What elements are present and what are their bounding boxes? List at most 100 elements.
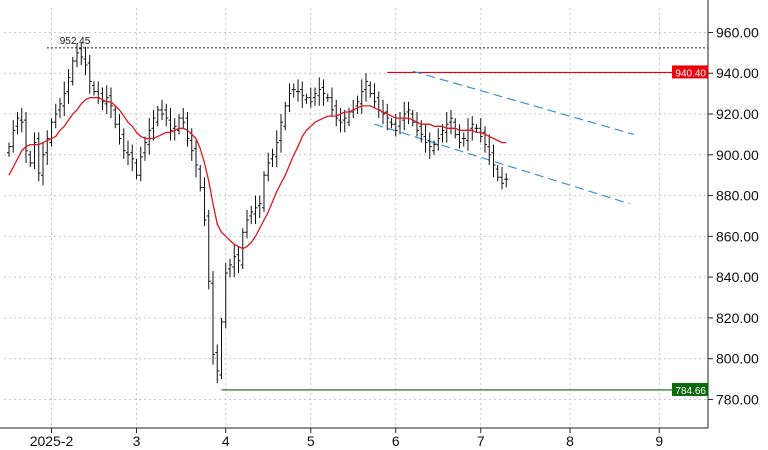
ohlc-bar xyxy=(287,83,292,112)
ohlc-bar xyxy=(32,132,37,170)
y-tick-label: 840.00 xyxy=(716,269,759,285)
ohlc-bar xyxy=(155,105,160,127)
ohlc-bar xyxy=(410,109,415,127)
ohlc-bar xyxy=(423,124,428,153)
y-tick-label: 900.00 xyxy=(716,147,759,163)
ohlc-bar xyxy=(330,87,334,117)
ohlc-bar xyxy=(104,85,109,115)
price-tag-label: 784.66 xyxy=(675,386,706,397)
ohlc-bar xyxy=(457,124,462,149)
ohlc-bar xyxy=(461,132,466,147)
ohlc-bar xyxy=(75,42,79,68)
ohlc-bar xyxy=(389,118,394,129)
ohlc-bar xyxy=(342,109,347,133)
ohlc-bar xyxy=(266,152,271,182)
ohlc-bar xyxy=(126,140,130,165)
ohlc-bar xyxy=(466,118,470,151)
x-tick-label: 8 xyxy=(566,433,574,449)
ohlc-bar xyxy=(130,144,135,172)
ohlc-bar xyxy=(96,81,101,104)
price-tag: 784.66 xyxy=(672,382,708,397)
ohlc-bar xyxy=(219,317,224,380)
ohlc-bar xyxy=(296,79,300,102)
ohlc-bar xyxy=(92,81,96,96)
y-tick-label: 780.00 xyxy=(716,391,759,407)
ohlc-bar xyxy=(253,195,258,225)
ohlc-bar xyxy=(249,205,254,225)
price-bars xyxy=(7,42,509,384)
ohlc-bar xyxy=(215,344,220,384)
channel-line xyxy=(374,123,630,205)
ohlc-bar xyxy=(427,132,432,159)
y-axis-ticks: 780.00 800.00 820.00 840.00 860.00 880.00 900.… xyxy=(708,24,759,407)
ohlc-bar xyxy=(24,111,28,163)
axes xyxy=(0,0,709,429)
ohlc-bar xyxy=(338,107,343,133)
ohlc-bar xyxy=(53,103,58,129)
ohlc-bar xyxy=(11,120,16,153)
ohlc-bar xyxy=(432,140,436,155)
ohlc-bar xyxy=(70,56,75,86)
ohlc-bar xyxy=(147,118,152,155)
ohlc-bar xyxy=(232,244,237,278)
ohlc-bar xyxy=(177,114,181,135)
x-tick-label: 5 xyxy=(307,433,315,449)
ohlc-bar xyxy=(257,195,262,218)
ohlc-bar xyxy=(36,132,41,182)
ohlc-bar xyxy=(334,99,339,127)
ohlc-bar xyxy=(385,103,390,131)
x-tick-label: 9 xyxy=(655,433,663,449)
ohlc-bar xyxy=(406,101,411,125)
x-tick-label: 4 xyxy=(222,433,230,449)
ohlc-bar xyxy=(495,164,500,182)
ohlc-bar xyxy=(181,107,186,129)
ohlc-bar xyxy=(202,177,207,227)
ohlc-bar xyxy=(58,97,62,119)
price-tag-box xyxy=(672,382,708,396)
ohlc-bar xyxy=(49,118,54,147)
ohlc-bar xyxy=(274,130,279,168)
grid-layer xyxy=(4,8,708,428)
ohlc-bar xyxy=(62,81,67,117)
ohlc-bar xyxy=(313,87,317,106)
ohlc-bar xyxy=(500,167,504,190)
ohlc-bar xyxy=(325,93,330,102)
ohlc-bar xyxy=(300,81,305,108)
ohlc-bar xyxy=(364,73,368,102)
ohlc-bar xyxy=(415,111,419,137)
ohlc-bar xyxy=(504,173,509,188)
level-lines xyxy=(47,47,708,391)
ohlc-bar xyxy=(198,164,203,192)
y-tick-label: 880.00 xyxy=(716,188,759,204)
ohlc-bar xyxy=(449,109,453,135)
ohlc-bar xyxy=(368,81,373,98)
price-tag: 940.40 xyxy=(672,65,708,79)
ohlc-bar xyxy=(168,107,173,141)
ohlc-bar xyxy=(245,209,249,239)
ohlc-bar xyxy=(444,111,449,143)
ohlc-bar xyxy=(109,87,113,119)
channel-line xyxy=(412,70,634,135)
ohlc-bar xyxy=(262,171,266,212)
ohlc-bar xyxy=(172,118,177,141)
y-tick-label: 820.00 xyxy=(716,310,759,326)
ohlc-bar xyxy=(206,209,211,290)
ohlc-bar xyxy=(41,142,45,186)
ohlc-bar xyxy=(194,140,198,178)
x-tick-label: 6 xyxy=(392,433,400,449)
ohlc-bar xyxy=(291,83,296,98)
ohlc-bar xyxy=(223,262,228,329)
ohlc-bar xyxy=(113,105,118,129)
x-axis-ticks: 2025-2 3 4 5 6 7 8 9 xyxy=(30,428,663,449)
x-tick-label: 3 xyxy=(133,433,141,449)
ohlc-bar xyxy=(79,42,84,66)
ohlc-bar xyxy=(474,124,479,133)
moving-average-line xyxy=(8,97,507,250)
ohlc-bar xyxy=(134,158,139,180)
ohlc-bar xyxy=(211,271,215,365)
ohlc-bar xyxy=(7,142,11,157)
ohlc-bar xyxy=(83,46,88,76)
ohlc-bar xyxy=(478,118,483,143)
ohlc-bar xyxy=(279,114,283,153)
